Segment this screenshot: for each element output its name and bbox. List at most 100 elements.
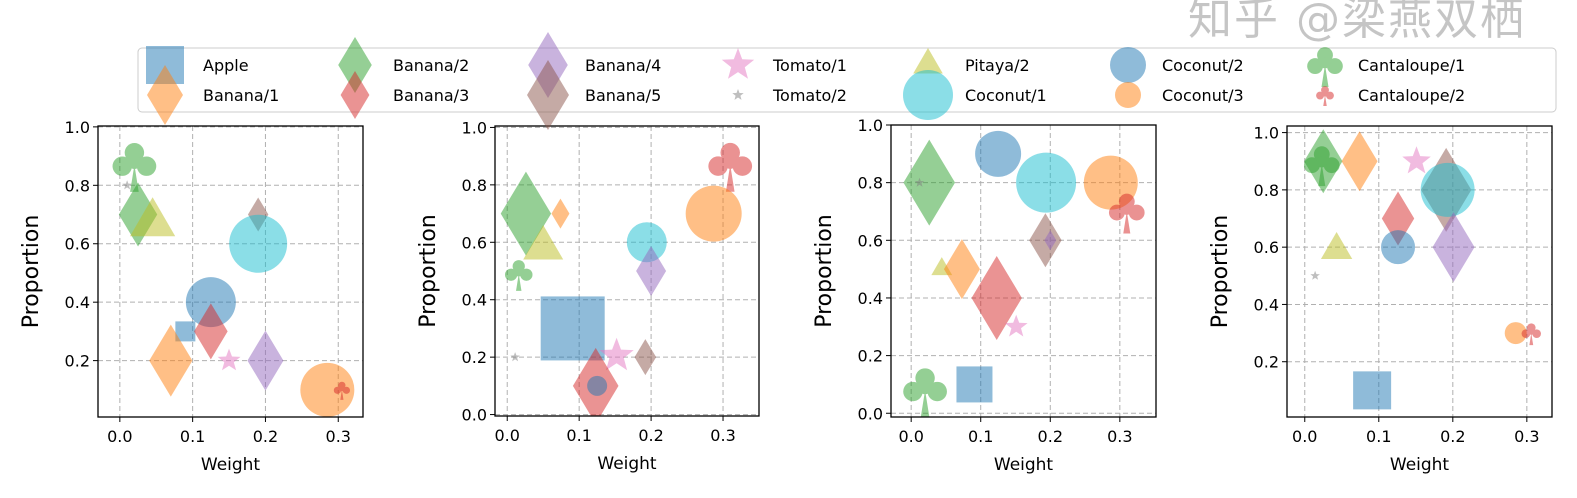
x-tick-label: 0.2 [1038, 427, 1063, 446]
legend-label: Cantaloupe/1 [1358, 56, 1465, 75]
axes-frame [494, 125, 760, 417]
point-pitaya-2 [1320, 232, 1353, 260]
star-marker-icon [721, 48, 755, 79]
point-coconut-2 [1381, 230, 1416, 265]
x-tick-label: 0.2 [1440, 427, 1465, 446]
circle-marker-icon [1110, 47, 1146, 83]
x-tick-label: 0.3 [326, 427, 351, 446]
legend-entry-cantaloupe-2: Cantaloupe/2 [1316, 86, 1465, 106]
point-tomato-2 [914, 177, 925, 187]
point-tomato-1 [1004, 314, 1028, 337]
subplot-1: 0.0 0.1 0.2 0.3 0.2 0.4 0.6 0.8 1.0 Weight Proport… [19, 118, 364, 475]
legend-label: Tomato/2 [772, 86, 847, 105]
point-coconut-1 [1420, 162, 1475, 217]
y-tick-label: 1.0 [858, 116, 883, 135]
legend-label: Banana/5 [585, 86, 661, 105]
point-coconut-1 [229, 214, 288, 273]
y-tick-label: 0.8 [65, 176, 90, 195]
club-marker-icon [1307, 47, 1343, 87]
legend-label: Banana/2 [393, 56, 469, 75]
x-tick-label: 0.3 [1514, 427, 1539, 446]
legend-entry-banana-5: Banana/5 [527, 60, 661, 130]
x-axis-label: Weight [994, 455, 1054, 475]
x-tick-label: 0.1 [180, 427, 205, 446]
points [1303, 129, 1541, 410]
axes-frame [97, 125, 364, 418]
legend-entry-tomato-1: Tomato/1 [721, 48, 847, 79]
x-tick-label: 0.3 [1107, 427, 1132, 446]
legend-entry-tomato-2: Tomato/2 [732, 86, 847, 105]
y-tick-label: 0.2 [858, 347, 883, 366]
point-banana-1 [149, 324, 193, 397]
circle-marker-icon [903, 70, 953, 120]
y-tick-label: 0.6 [65, 235, 90, 254]
point-coconut-1 [626, 222, 667, 263]
point-cantaloupe-2 [333, 381, 350, 400]
legend-label: Tomato/1 [772, 56, 847, 75]
point-coconut-2 [975, 130, 1022, 177]
point-banana-5 [634, 339, 657, 376]
subplot-4: 0.0 0.1 0.2 0.3 0.2 0.4 0.6 0.8 1.0 Weight Proport… [1208, 124, 1553, 475]
x-tick-label: 0.3 [710, 426, 735, 445]
y-tick-label: 0.6 [462, 233, 487, 252]
point-banana-3 [971, 255, 1022, 340]
y-axis-label: Proportion [19, 215, 44, 329]
legend-entry-coconut-3: Coconut/3 [1115, 82, 1244, 108]
point-banana-1 [1341, 131, 1378, 192]
x-axis-label: Weight [597, 454, 657, 474]
point-banana-4 [247, 330, 284, 391]
point-coconut-1 [1016, 152, 1077, 213]
legend-label: Coconut/2 [1162, 56, 1244, 75]
legend-label: Coconut/1 [965, 86, 1047, 105]
points [903, 130, 1145, 417]
y-axis-label: Proportion [1208, 215, 1233, 329]
y-tick-label: 1.0 [65, 118, 90, 137]
y-tick-label: 0.4 [65, 293, 90, 312]
x-tick-label: 0.1 [1366, 427, 1391, 446]
point-apple [540, 296, 605, 361]
point-cantaloupe-2 [1108, 193, 1145, 234]
point-banana-4 [636, 246, 667, 296]
legend-entry-cantaloupe-1: Cantaloupe/1 [1307, 47, 1465, 87]
point-cantaloupe-2 [1521, 323, 1541, 346]
point-banana-4 [1432, 212, 1475, 283]
legend-label: Banana/4 [585, 56, 661, 75]
legend-entry-banana-2: Banana/2 [338, 37, 469, 93]
legend-entry-banana-1: Banana/1 [147, 65, 279, 125]
y-axis-label: Proportion [812, 214, 837, 328]
circle-marker-icon [1115, 82, 1141, 108]
point-tomato-2 [122, 180, 132, 190]
point-cantaloupe-2 [708, 142, 753, 192]
legend-entry-coconut-2: Coconut/2 [1110, 47, 1244, 83]
point-apple [956, 366, 993, 403]
y-tick-label: 0.6 [1254, 238, 1279, 257]
point-pitaya-2 [129, 197, 176, 237]
subplot-3: 0.0 0.1 0.2 0.3 0.0 0.2 0.4 0.6 0.8 1.0 Weight Prop… [812, 116, 1157, 475]
diamond-marker-icon [340, 71, 370, 119]
point-coconut-2 [185, 277, 236, 328]
point-cantaloupe-1 [1303, 146, 1340, 187]
legend-entry-pitaya-2: Pitaya/2 [913, 48, 1030, 75]
x-tick-label: 0.1 [566, 426, 591, 445]
x-tick-label: 0.0 [107, 427, 132, 446]
y-tick-label: 0.0 [462, 406, 487, 425]
y-tick-label: 0.0 [858, 404, 883, 423]
point-tomato-1 [217, 348, 241, 371]
y-tick-label: 0.6 [858, 231, 883, 250]
point-banana-3 [1381, 191, 1415, 246]
legend-label: Banana/3 [393, 86, 469, 105]
x-axis-label: Weight [1390, 455, 1450, 475]
axes-frame [890, 124, 1157, 418]
y-tick-label: 0.2 [65, 352, 90, 371]
point-tomato-1 [599, 337, 634, 371]
point-apple [1353, 371, 1392, 410]
point-coconut-2 [587, 375, 608, 396]
point-banana-1 [943, 239, 980, 300]
subplot-2: 0.0 0.1 0.2 0.3 0.0 0.2 0.4 0.6 0.8 1.0 Weight Prop… [416, 118, 760, 474]
point-tomato-2 [1310, 270, 1320, 280]
star-marker-icon [732, 89, 744, 100]
y-tick-label: 0.8 [858, 174, 883, 193]
point-coconut-3 [300, 362, 355, 417]
